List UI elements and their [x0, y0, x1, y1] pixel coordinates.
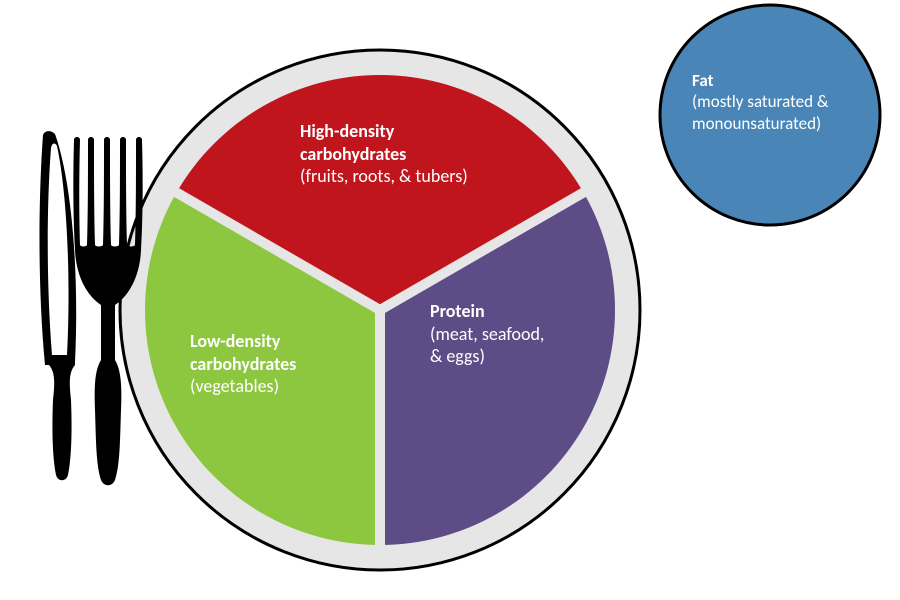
label-low-density-carbs: Low-density carbohydrates (vegetables): [190, 330, 360, 398]
label-protein: Protein (meat, seafood, & eggs): [430, 300, 550, 368]
label-fat: Fat (mostly saturated & monounsaturated): [692, 70, 867, 134]
label-title: Low-density carbohydrates: [190, 330, 360, 375]
knife-icon: [40, 131, 77, 480]
label-title: Protein: [430, 300, 550, 323]
label-subtitle: (meat, seafood, & eggs): [430, 323, 550, 368]
label-subtitle: (fruits, roots, & tubers): [300, 165, 500, 188]
label-subtitle: (vegetables): [190, 375, 360, 398]
diagram-canvas: High-density carbohydrates (fruits, root…: [0, 0, 900, 600]
label-subtitle: (mostly saturated & monounsaturated): [692, 91, 867, 134]
label-high-density-carbs: High-density carbohydrates (fruits, root…: [300, 120, 500, 188]
label-title: Fat: [692, 70, 867, 91]
label-title: High-density carbohydrates: [300, 120, 500, 165]
